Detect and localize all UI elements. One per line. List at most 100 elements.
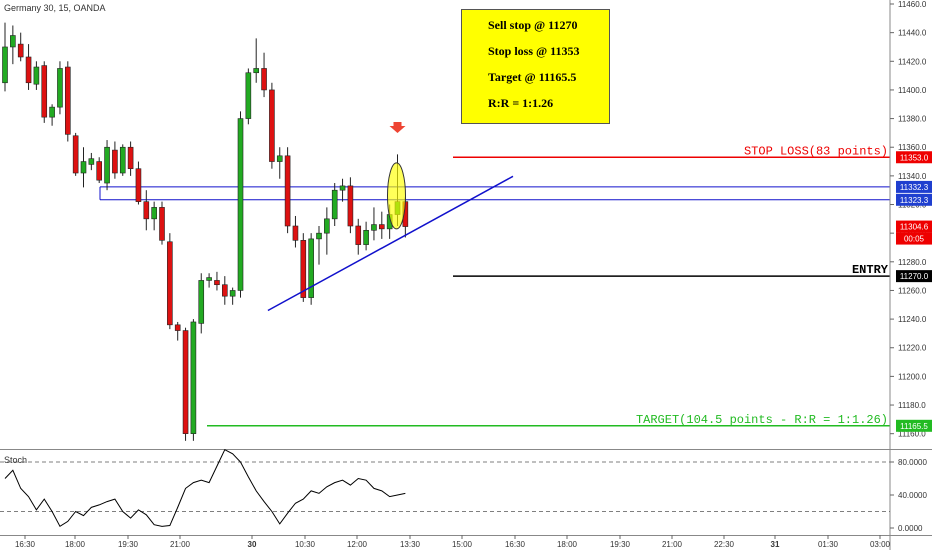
candle[interactable] — [49, 104, 55, 126]
candle[interactable] — [190, 319, 197, 441]
bull-candle-body — [151, 207, 157, 220]
candle[interactable] — [104, 140, 110, 191]
target-price-tag: 11165.5 — [896, 419, 932, 432]
candle[interactable] — [331, 183, 338, 226]
plan-line-stop-loss: Stop loss @ 11353 — [488, 44, 580, 58]
price-tick-label: 11260.0 — [898, 286, 927, 295]
bear-candle-body — [65, 66, 71, 135]
countdown-tag-text: 00:05 — [904, 235, 925, 244]
time-tick-label: 01:30 — [818, 540, 839, 549]
trade-plan-box: Sell stop @ 11270 Stop loss @ 11353 Targ… — [461, 9, 610, 124]
highlight-ellipse[interactable] — [387, 162, 406, 230]
candle[interactable] — [33, 61, 40, 90]
candle[interactable] — [135, 161, 142, 205]
candle[interactable] — [269, 82, 275, 169]
candle[interactable] — [143, 190, 150, 231]
last-price-tag-bg — [896, 220, 932, 233]
bull-candle-body — [339, 185, 346, 191]
candle[interactable] — [316, 226, 322, 265]
candle[interactable] — [261, 52, 267, 98]
candle[interactable] — [25, 44, 32, 90]
candle[interactable] — [159, 201, 165, 245]
stoch-tick-label: 0.0000 — [898, 524, 923, 533]
candle[interactable] — [292, 215, 299, 248]
time-tick-label: 30 — [248, 540, 257, 549]
bear-candle-body — [261, 68, 267, 91]
candle[interactable] — [112, 141, 118, 179]
candle[interactable] — [284, 147, 291, 234]
candle[interactable] — [363, 221, 369, 251]
candle[interactable] — [245, 68, 252, 125]
bull-candle-body — [206, 277, 212, 281]
bear-candle-body — [41, 65, 48, 118]
candle[interactable] — [80, 147, 87, 188]
candle[interactable] — [17, 32, 24, 62]
resistance-upper-price-tag: 11332.3 — [896, 180, 932, 193]
bull-candle-body — [308, 238, 314, 298]
candle[interactable] — [206, 273, 212, 288]
candle[interactable] — [2, 22, 8, 92]
target-label: TARGET(104.5 points - R:R = 1:1.26) — [636, 413, 888, 427]
bear-candle-body — [174, 324, 181, 331]
candle[interactable] — [276, 147, 283, 179]
candle[interactable] — [355, 218, 362, 255]
bear-candle-body — [143, 201, 150, 220]
time-tick-label: 31 — [771, 540, 780, 549]
candle[interactable] — [96, 157, 102, 184]
candle[interactable] — [378, 211, 385, 239]
last-price-tag-text: 11304.6 — [900, 223, 929, 232]
candle[interactable] — [88, 152, 95, 171]
candle[interactable] — [237, 111, 244, 298]
price-tick-label: 11380.0 — [898, 115, 927, 124]
candle[interactable] — [151, 201, 157, 231]
candle[interactable] — [371, 207, 377, 241]
plan-line-rr: R:R = 1:1.26 — [488, 96, 554, 110]
candle[interactable] — [119, 144, 126, 176]
price-tick-label: 11340.0 — [898, 172, 927, 181]
resistance-upper-price-tag-text: 11332.3 — [900, 183, 929, 192]
candle[interactable] — [41, 61, 48, 123]
candle[interactable] — [339, 178, 346, 202]
price-tick-label: 11360.0 — [898, 143, 927, 152]
price-tick-label: 11160.0 — [898, 430, 926, 439]
candle[interactable] — [167, 233, 173, 330]
candle[interactable] — [324, 207, 330, 255]
price-tick-label: 11440.0 — [898, 29, 927, 38]
stop-loss-price-tag: 11353.0 — [896, 151, 932, 164]
candle[interactable] — [222, 276, 228, 305]
price-tick-label: 11400.0 — [898, 86, 927, 95]
stoch-line[interactable] — [4, 448, 406, 528]
bear-candle-body — [300, 240, 307, 298]
candle[interactable] — [253, 38, 259, 83]
bull-candle-body — [119, 146, 126, 174]
candle[interactable] — [72, 132, 79, 176]
price-tick-label: 11420.0 — [898, 57, 927, 66]
time-tick-label: 13:30 — [400, 540, 421, 549]
bull-candle-body — [276, 155, 283, 162]
bear-candle-body — [347, 185, 354, 227]
candle[interactable] — [182, 327, 189, 441]
bull-candle-body — [245, 72, 252, 119]
candle[interactable] — [308, 233, 314, 305]
bear-candle-body — [112, 149, 118, 174]
candle[interactable] — [10, 25, 16, 65]
candle[interactable] — [198, 273, 205, 334]
ascending-trendline[interactable] — [267, 175, 514, 312]
candle[interactable] — [214, 271, 220, 291]
price-tick-label: 11280.0 — [898, 258, 927, 267]
time-tick-label: 21:00 — [170, 540, 191, 549]
candle[interactable] — [127, 141, 134, 176]
candle[interactable] — [174, 321, 181, 341]
target-price-tag-bg — [896, 419, 932, 432]
level-layer: STOP LOSS(83 points) ENTRY TARGET(104.5 po… — [99, 144, 890, 427]
countdown-tag-bg — [896, 232, 932, 245]
time-tick-label: 18:00 — [557, 540, 578, 549]
candle[interactable] — [57, 61, 63, 115]
time-tick-label: 10:30 — [295, 540, 316, 549]
stop-loss-price-tag-text: 11353.0 — [900, 153, 929, 162]
candle[interactable] — [229, 287, 236, 305]
candle[interactable] — [347, 177, 354, 234]
candle[interactable] — [65, 61, 71, 142]
